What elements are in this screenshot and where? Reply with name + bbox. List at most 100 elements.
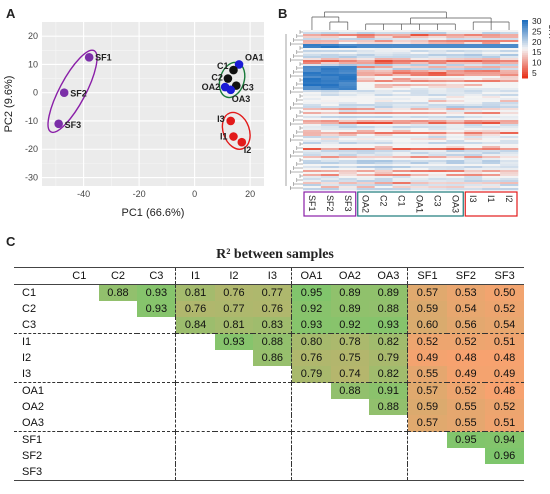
heatmap-cell [374, 116, 393, 119]
heatmap-cell [303, 186, 322, 189]
heatmap-cell [320, 168, 340, 171]
heatmap-cell [482, 140, 501, 143]
heatmap-cell [446, 38, 465, 41]
column-header-c2: C2 [110, 270, 126, 282]
heatmap-cell [482, 66, 501, 69]
y-axis-label: PC2 (9.6%) [3, 76, 15, 133]
heatmap-cell [446, 176, 465, 179]
heatmap-cell [303, 124, 322, 127]
heatmap-cell [428, 42, 447, 45]
point-label-sf1: SF1 [95, 52, 112, 62]
heatmap-cell [428, 36, 447, 39]
heatmap-cell [446, 92, 465, 95]
heatmap-cell [320, 114, 340, 117]
heatmap-cell [500, 168, 519, 171]
heatmap-cell [500, 50, 519, 53]
heatmap-cell [410, 168, 429, 171]
row-header-c1: C1 [22, 287, 37, 299]
heatmap-cell [482, 46, 501, 49]
column-labels: SF1 SF2 SF3 OA2 C2 C1 OA1 C3 OA3 I3 I1 I2 [307, 195, 514, 213]
heatmap-cell [428, 98, 447, 101]
y-tick-label: 10 [28, 59, 38, 69]
heatmap-cell [500, 174, 519, 177]
heatmap-cell [320, 84, 340, 87]
heatmap-cell [356, 32, 375, 35]
heatmap-cell [500, 92, 519, 95]
heatmap-cell [482, 100, 501, 103]
heatmap-cell [338, 146, 358, 149]
heatmap-cell [392, 34, 411, 37]
column-label-i2: I2 [504, 195, 514, 203]
heatmap-cell [410, 110, 429, 113]
heatmap-cell [392, 182, 411, 185]
heatmap-cell [320, 170, 340, 173]
heatmap-cell [320, 82, 340, 85]
heatmap-cell [500, 84, 519, 87]
table-cell [291, 382, 331, 399]
table-cell: 0.54 [485, 317, 524, 334]
heatmap-cell [428, 150, 447, 153]
table-cell [60, 432, 99, 449]
heatmap-cell [392, 62, 411, 65]
heatmap-cell [500, 72, 519, 75]
table-cell [175, 333, 215, 350]
table-cell [137, 415, 176, 432]
heatmap-cell [356, 50, 375, 53]
table-cell [215, 432, 254, 449]
heatmap-cell [303, 120, 322, 123]
heatmap-cell [392, 36, 411, 39]
heatmap-cell [338, 184, 358, 187]
table-cell [99, 301, 138, 317]
heatmap-cell [500, 118, 519, 121]
heatmap-cell [303, 116, 322, 119]
heatmap-cell [500, 130, 519, 133]
table-cell [99, 350, 138, 366]
heatmap-cell [482, 84, 501, 87]
column-header-sf3: SF3 [494, 270, 515, 282]
heatmap-cell [303, 56, 322, 59]
legend-color-step [522, 74, 528, 77]
heatmap-cell [464, 144, 483, 147]
point-label-i1: I1 [220, 132, 228, 142]
heatmap-cell [392, 124, 411, 127]
heatmap-cell [303, 168, 322, 171]
heatmap-cell [428, 38, 447, 41]
heatmap-cell [303, 86, 322, 89]
heatmap-cell [464, 174, 483, 177]
heatmap-cell [320, 50, 340, 53]
table-cell [137, 334, 176, 351]
heatmap-cell [303, 150, 322, 153]
heatmap-cell [446, 178, 465, 181]
table-cell [60, 350, 99, 366]
table-cell: 0.48 [485, 350, 524, 366]
heatmap-cell [446, 102, 465, 105]
heatmap-cell [482, 106, 501, 109]
heatmap-cell [482, 120, 501, 123]
heatmap-cell [338, 60, 358, 63]
heatmap-cell [428, 34, 447, 37]
column-label-oa2: OA2 [361, 195, 371, 213]
heatmap-cell [410, 138, 429, 141]
heatmap-cell [482, 142, 501, 145]
heatmap-cell [356, 56, 375, 59]
heatmap-cell [500, 64, 519, 67]
heatmap-cell [356, 174, 375, 177]
legend-color-step [522, 31, 528, 35]
heatmap-cell [428, 40, 447, 43]
heatmap-cell [482, 38, 501, 41]
table-cell [331, 464, 370, 481]
heatmap-cell [464, 118, 483, 121]
legend-tick-label: 10 [532, 58, 542, 68]
heatmap-cell [410, 82, 429, 85]
heatmap-cell [446, 98, 465, 101]
data-point-oa3 [226, 85, 235, 95]
y-tick-label: -30 [25, 173, 38, 183]
heatmap-cell [428, 62, 447, 65]
column-label-oa3: OA3 [450, 195, 460, 213]
heatmap-cell [446, 48, 465, 51]
heatmap-cell [464, 114, 483, 117]
heatmap-cell [338, 156, 358, 159]
legend-tick-label: 25 [532, 26, 542, 36]
heatmap-cell [320, 186, 340, 189]
heatmap-cell [446, 124, 465, 127]
